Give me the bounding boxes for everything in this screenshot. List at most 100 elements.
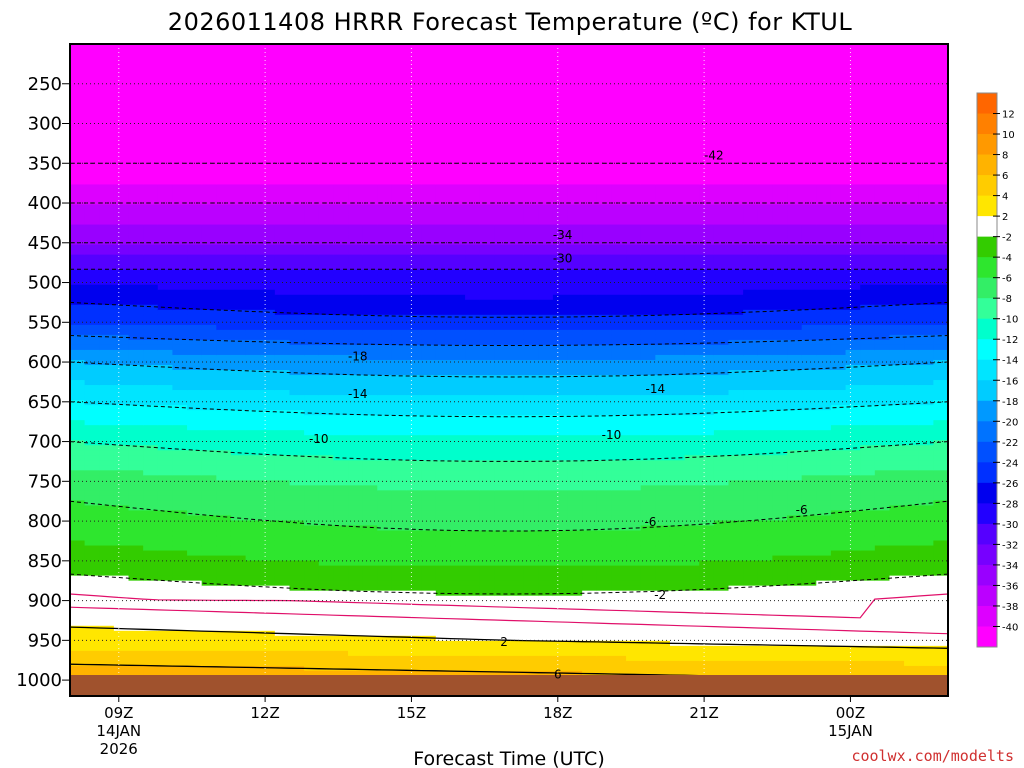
temperature-cell (407, 450, 422, 456)
temperature-cell (158, 139, 173, 145)
temperature-cell (480, 355, 495, 361)
temperature-cell (231, 510, 246, 516)
temperature-cell (494, 204, 509, 210)
temperature-cell (70, 385, 85, 391)
temperature-cell (348, 536, 363, 542)
temperature-cell (509, 596, 524, 602)
temperature-cell (348, 646, 363, 652)
temperature-cell (568, 210, 583, 216)
temperature-cell (231, 184, 246, 190)
temperature-cell (231, 305, 246, 311)
temperature-cell (568, 455, 583, 461)
temperature-cell (611, 566, 626, 572)
temperature-cell (363, 260, 378, 266)
temperature-cell (231, 586, 246, 592)
temperature-cell (597, 305, 612, 311)
temperature-cell (450, 204, 465, 210)
temperature-cell (202, 530, 217, 536)
temperature-cell (202, 400, 217, 406)
temperature-cell (480, 74, 495, 80)
temperature-cell (509, 64, 524, 70)
temperature-cell (611, 510, 626, 516)
temperature-cell (480, 260, 495, 266)
temperature-cell (553, 375, 568, 381)
temperature-cell (465, 300, 480, 306)
temperature-cell (392, 124, 407, 130)
temperature-cell (275, 400, 290, 406)
temperature-cell (319, 225, 334, 231)
temperature-cell (524, 340, 539, 346)
temperature-cell (348, 380, 363, 386)
temperature-cell (85, 315, 100, 321)
temperature-cell (450, 510, 465, 516)
temperature-cell (568, 54, 583, 60)
temperature-cell (421, 370, 436, 376)
temperature-cell (392, 89, 407, 95)
temperature-cell (553, 295, 568, 301)
temperature-cell (597, 225, 612, 231)
temperature-cell (524, 505, 539, 511)
temperature-cell (216, 566, 231, 572)
temperature-cell (480, 395, 495, 401)
temperature-cell (494, 536, 509, 542)
temperature-cell (480, 656, 495, 662)
temperature-cell (450, 390, 465, 396)
temperature-cell (480, 651, 495, 657)
temperature-cell (216, 99, 231, 105)
temperature-cell (363, 435, 378, 441)
temperature-cell (70, 601, 85, 607)
temperature-cell (392, 179, 407, 185)
temperature-cell (553, 119, 568, 125)
temperature-cell (597, 370, 612, 376)
temperature-cell (290, 490, 305, 496)
temperature-cell (568, 270, 583, 276)
temperature-cell (392, 290, 407, 296)
temperature-cell (275, 616, 290, 622)
temperature-cell (465, 475, 480, 481)
temperature-cell (348, 541, 363, 547)
temperature-cell (626, 164, 641, 170)
temperature-cell (85, 601, 100, 607)
temperature-cell (392, 69, 407, 75)
temperature-cell (611, 616, 626, 622)
temperature-cell (260, 591, 275, 597)
temperature-cell (363, 400, 378, 406)
temperature-cell (582, 139, 597, 145)
temperature-cell (172, 139, 187, 145)
temperature-cell (114, 49, 129, 55)
temperature-cell (553, 455, 568, 461)
temperature-cell (304, 139, 319, 145)
temperature-cell (407, 435, 422, 441)
temperature-cell (202, 420, 217, 426)
temperature-cell (363, 215, 378, 221)
temperature-cell (172, 616, 187, 622)
temperature-cell (319, 370, 334, 376)
temperature-cell (421, 199, 436, 205)
temperature-cell (480, 174, 495, 180)
temperature-cell (509, 159, 524, 165)
temperature-cell (85, 395, 100, 401)
temperature-cell (158, 84, 173, 90)
temperature-cell (553, 661, 568, 667)
temperature-cell (216, 530, 231, 536)
temperature-cell (626, 104, 641, 110)
temperature-cell (246, 445, 261, 451)
temperature-cell (158, 435, 173, 441)
temperature-cell (216, 350, 231, 356)
temperature-cell (348, 275, 363, 281)
temperature-cell (290, 164, 305, 170)
temperature-cell (304, 285, 319, 291)
temperature-cell (392, 510, 407, 516)
temperature-cell (538, 255, 553, 261)
temperature-cell (626, 310, 641, 316)
temperature-cell (216, 651, 231, 657)
temperature-cell (494, 189, 509, 195)
temperature-cell (509, 280, 524, 286)
temperature-cell (187, 84, 202, 90)
temperature-cell (436, 220, 451, 226)
temperature-cell (202, 566, 217, 572)
temperature-cell (465, 84, 480, 90)
temperature-cell (319, 204, 334, 210)
temperature-cell (143, 225, 158, 231)
temperature-cell (377, 149, 392, 155)
